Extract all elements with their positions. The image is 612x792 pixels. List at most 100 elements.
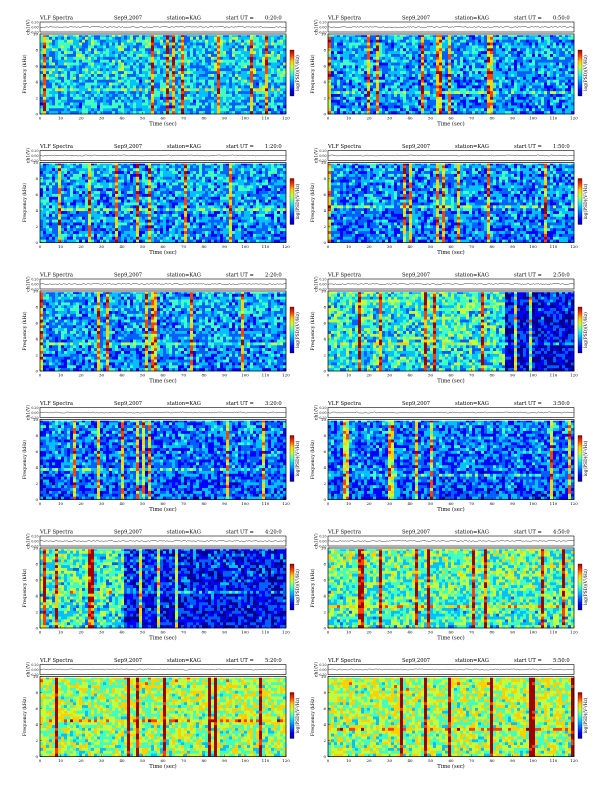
heatmap-cell (265, 80, 268, 83)
heatmap-cell (79, 57, 82, 60)
heatmap-cell (136, 57, 139, 60)
heatmap-cell (244, 43, 247, 46)
heatmap-cell (121, 83, 124, 86)
heatmap-cell (82, 54, 85, 57)
heatmap-cell (124, 68, 127, 71)
heatmap-cell (229, 88, 232, 91)
heatmap-cell (223, 51, 226, 54)
heatmap-cell (151, 48, 154, 51)
heatmap-cell (280, 60, 283, 63)
heatmap-cell (226, 77, 229, 80)
heatmap-cell (106, 71, 109, 74)
heatmap-cell (274, 74, 277, 77)
heatmap-cell (106, 43, 109, 46)
heatmap-cell (79, 83, 82, 86)
heatmap-cell (238, 103, 241, 106)
heatmap-cell (130, 40, 133, 43)
heatmap-cell (85, 105, 88, 108)
heatmap-cell (205, 88, 208, 91)
heatmap-cell (205, 80, 208, 83)
heatmap-cell (88, 71, 91, 74)
heatmap-cell (145, 63, 148, 66)
heatmap-cell (151, 54, 154, 57)
heatmap-cell (58, 88, 61, 91)
heatmap-cell (136, 83, 139, 86)
heatmap-cell (73, 40, 76, 43)
heatmap-cell (103, 74, 106, 77)
heatmap-cell (145, 103, 148, 106)
heatmap-cell (220, 37, 223, 40)
heatmap-cell (187, 40, 190, 43)
heatmap-cell (142, 63, 145, 66)
heatmap-cell (49, 43, 52, 46)
heatmap-cell (271, 43, 274, 46)
heatmap-cell (76, 108, 79, 111)
heatmap-cell (238, 68, 241, 71)
heatmap-cell (277, 60, 280, 63)
heatmap-cell (115, 80, 118, 83)
heatmap-cell (268, 94, 271, 97)
heatmap-cell (253, 100, 256, 103)
heatmap-cell (139, 65, 142, 68)
heatmap-cell (271, 37, 274, 40)
heatmap-cell (58, 54, 61, 57)
heatmap-cell (43, 97, 46, 100)
heatmap-cell (61, 88, 64, 91)
heatmap-cell (145, 94, 148, 97)
heatmap-cell (79, 85, 82, 88)
heatmap-cell (178, 40, 181, 43)
heatmap-cell (85, 37, 88, 40)
heatmap-cell (220, 94, 223, 97)
heatmap-cell (262, 60, 265, 63)
heatmap-cell (244, 80, 247, 83)
heatmap-cell (175, 80, 178, 83)
heatmap-cell (109, 45, 112, 48)
heatmap-cell (73, 80, 76, 83)
heatmap-cell (169, 108, 172, 111)
heatmap-cell (271, 88, 274, 91)
heatmap-cell (46, 83, 49, 86)
heatmap-cell (175, 105, 178, 108)
heatmap-cell (136, 74, 139, 77)
heatmap-cell (229, 105, 232, 108)
heatmap-cell (208, 37, 211, 40)
heatmap-cell (52, 80, 55, 83)
heatmap-cell (58, 37, 61, 40)
heatmap-cell (217, 51, 220, 54)
heatmap-cell (106, 65, 109, 68)
heatmap-cell (145, 80, 148, 83)
heatmap-cell (118, 48, 121, 51)
heatmap-cell (127, 88, 130, 91)
heatmap-cell (70, 60, 73, 63)
heatmap-cell (58, 40, 61, 43)
heatmap-cell (148, 43, 151, 46)
heatmap-cell (85, 80, 88, 83)
heatmap-cell (274, 103, 277, 106)
heatmap-cell (223, 88, 226, 91)
heatmap-cell (58, 77, 61, 80)
heatmap-cell (244, 97, 247, 100)
heatmap-cell (64, 45, 67, 48)
heatmap-cell (265, 68, 268, 71)
heatmap-cell (58, 45, 61, 48)
heatmap-cell (184, 63, 187, 66)
heatmap-cell (280, 63, 283, 66)
heatmap-cell (190, 91, 193, 94)
heatmap-cell (184, 60, 187, 63)
heatmap-cell (154, 43, 157, 46)
heatmap-cell (112, 65, 115, 68)
heatmap-cell (259, 77, 262, 80)
heatmap-cell (70, 37, 73, 40)
heatmap-cell (184, 85, 187, 88)
heatmap-cell (247, 51, 250, 54)
heatmap-cell (127, 54, 130, 57)
heatmap-cell (70, 43, 73, 46)
heatmap-cell (130, 60, 133, 63)
heatmap-cell (229, 97, 232, 100)
heatmap-cell (127, 105, 130, 108)
heatmap-cell (184, 97, 187, 100)
heatmap-cell (142, 83, 145, 86)
heatmap-cell (88, 60, 91, 63)
heatmap-cell (268, 80, 271, 83)
heatmap-cell (211, 40, 214, 43)
